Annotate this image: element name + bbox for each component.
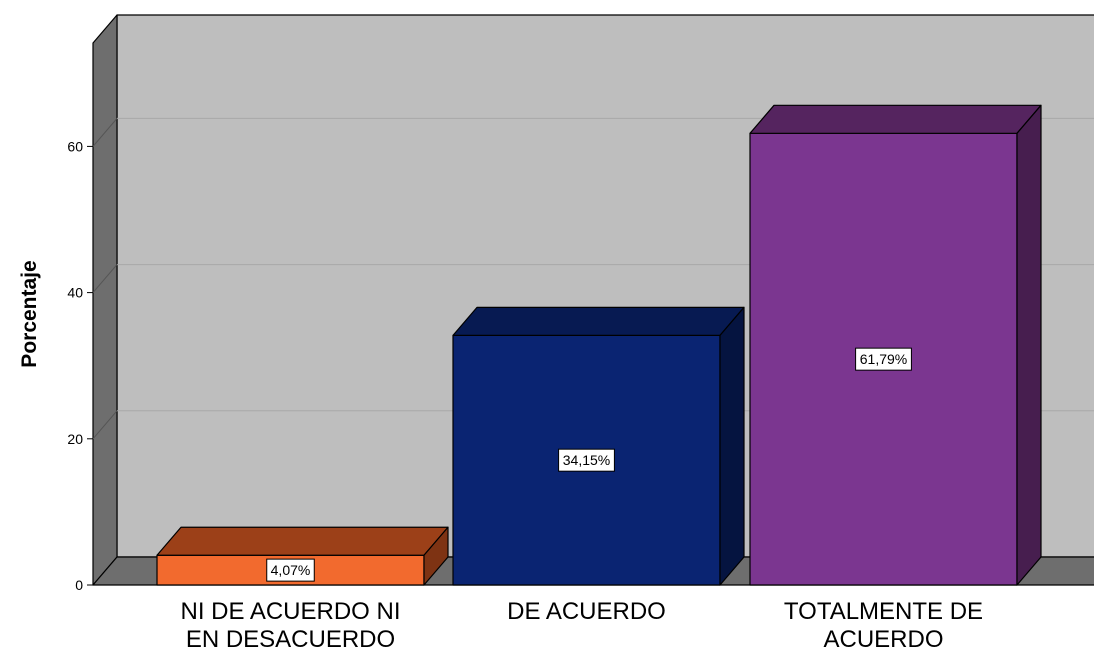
x-category-label-2-line-1: ACUERDO xyxy=(823,626,943,650)
data-label-2: 61,79% xyxy=(860,351,907,367)
bar-top-0 xyxy=(156,526,449,556)
y-tick-label-0: 0 xyxy=(75,577,83,593)
bar-top-2 xyxy=(749,104,1042,134)
y-axis-label: Porcentaje xyxy=(18,260,41,367)
data-label-box-1 xyxy=(558,448,615,472)
bar-side-1 xyxy=(719,306,745,586)
bar-top-1 xyxy=(452,306,745,336)
gridline-side-40 xyxy=(92,264,118,293)
bar-side-0 xyxy=(423,526,449,586)
x-category-label-1-line-0: DE ACUERDO xyxy=(507,598,666,625)
gridline-side-60 xyxy=(92,118,118,147)
data-label-0: 4,07% xyxy=(271,562,311,578)
chart-left-wall xyxy=(92,14,118,586)
bar-side-2 xyxy=(1016,104,1042,586)
y-tick-label-60: 60 xyxy=(67,138,83,154)
x-category-label-0-line-0: NI DE ACUERDO NI xyxy=(180,598,400,625)
data-label-box-0 xyxy=(266,558,315,582)
y-tick-label-20: 20 xyxy=(67,431,83,447)
y-tick-label-40: 40 xyxy=(67,285,83,301)
data-label-1: 34,15% xyxy=(563,452,610,468)
gridline-side-20 xyxy=(92,410,118,440)
x-category-label-0-line-1: EN DESACUERDO xyxy=(186,626,395,650)
x-category-label-2-line-0: TOTALMENTE DE xyxy=(784,598,983,625)
data-label-box-2 xyxy=(855,347,912,371)
